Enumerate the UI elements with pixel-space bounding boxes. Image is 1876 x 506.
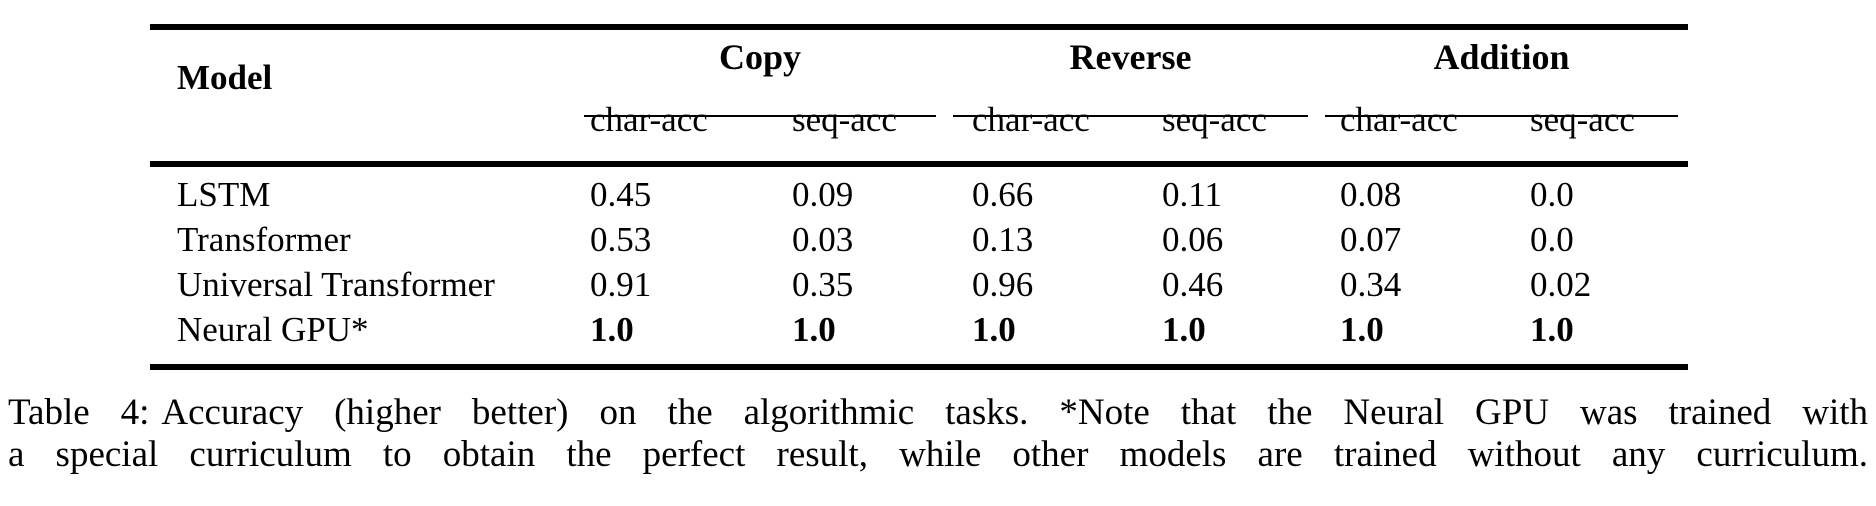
table-body: LSTM 0.45 0.09 0.66 0.11 0.08 0.0 Transf… (150, 172, 1688, 352)
caption-text-2: a special curriculum to obtain the perfe… (8, 434, 1868, 475)
caption-line-2: a special curriculum to obtain the perfe… (8, 434, 1868, 476)
caption-line-1: Table 4: Accuracy (higher better) on the … (8, 392, 1868, 434)
results-table: Model Copy Reverse Addition char-acc seq… (150, 24, 1688, 372)
value-cell: 0.96 (972, 265, 1034, 304)
subheader-row: char-acc seq-acc char-acc seq-acc char-a… (150, 102, 1688, 137)
value-cell: 0.35 (792, 265, 854, 304)
model-cell: Universal Transformer (177, 265, 495, 304)
value-cell: 0.03 (792, 220, 854, 259)
model-cell: Transformer (177, 220, 351, 259)
reverse-group-underline (953, 115, 1308, 117)
subheader-copy-char-acc: char-acc (590, 100, 708, 139)
table-row: Transformer 0.53 0.03 0.13 0.06 0.07 0.0 (150, 217, 1688, 262)
value-cell: 0.08 (1340, 175, 1402, 214)
table-mid-rule (150, 161, 1688, 167)
value-cell: 0.45 (590, 175, 652, 214)
table-row: Universal Transformer 0.91 0.35 0.96 0.4… (150, 262, 1688, 307)
value-cell: 0.34 (1340, 265, 1402, 304)
copy-group-underline (584, 115, 936, 117)
group-header-copy: Copy (718, 37, 802, 77)
value-cell: 1.0 (1340, 310, 1384, 349)
subheader-copy-seq-acc: seq-acc (792, 100, 897, 139)
model-cell: Neural GPU* (177, 310, 369, 349)
value-cell: 0.13 (972, 220, 1034, 259)
group-header-addition: Addition (1433, 37, 1570, 77)
addition-group-underline (1325, 115, 1678, 117)
model-cell: LSTM (177, 175, 271, 214)
caption-label: Table 4: (8, 392, 150, 433)
value-cell: 0.66 (972, 175, 1034, 214)
value-cell: 1.0 (1530, 310, 1574, 349)
table-bottom-rule (150, 364, 1688, 370)
value-cell: 1.0 (792, 310, 836, 349)
subheader-reverse-char-acc: char-acc (972, 100, 1090, 139)
value-cell: 0.0 (1530, 175, 1574, 214)
value-cell: 0.07 (1340, 220, 1402, 259)
value-cell: 0.02 (1530, 265, 1592, 304)
table-row: LSTM 0.45 0.09 0.66 0.11 0.08 0.0 (150, 172, 1688, 217)
subheader-addition-char-acc: char-acc (1340, 100, 1458, 139)
value-cell: 0.46 (1162, 265, 1224, 304)
table-caption: Table 4: Accuracy (higher better) on the … (8, 392, 1868, 476)
subheader-spacer (150, 102, 584, 137)
value-cell: 0.06 (1162, 220, 1224, 259)
value-cell: 0.91 (590, 265, 652, 304)
caption-text-1: Accuracy (higher better) on the algorith… (161, 392, 1869, 433)
column-header-model: Model (177, 58, 273, 97)
group-header-reverse: Reverse (1069, 37, 1192, 77)
value-cell: 0.0 (1530, 220, 1574, 259)
subheader-reverse-seq-acc: seq-acc (1162, 100, 1267, 139)
value-cell: 1.0 (1162, 310, 1206, 349)
table-top-rule (150, 24, 1688, 30)
value-cell: 0.53 (590, 220, 652, 259)
subheader-addition-seq-acc: seq-acc (1530, 100, 1635, 139)
table-row: Neural GPU* 1.0 1.0 1.0 1.0 1.0 1.0 (150, 307, 1688, 352)
value-cell: 0.09 (792, 175, 854, 214)
value-cell: 1.0 (972, 310, 1016, 349)
value-cell: 1.0 (590, 310, 634, 349)
value-cell: 0.11 (1162, 175, 1222, 214)
